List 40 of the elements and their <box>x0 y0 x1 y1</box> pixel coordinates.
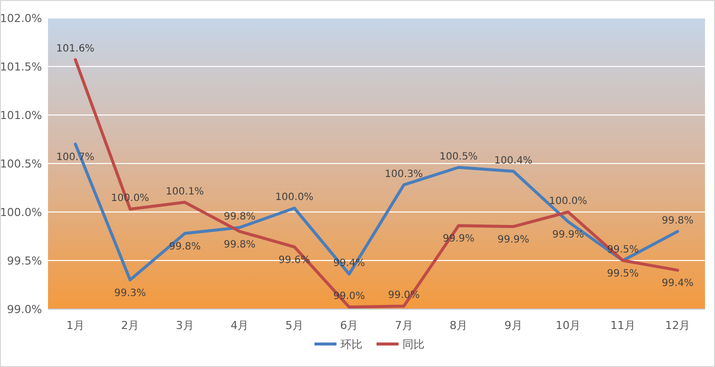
x-tick-label: 3月 <box>176 319 194 332</box>
data-label: 99.9% <box>497 234 530 246</box>
data-label: 100.3% <box>384 168 423 180</box>
data-label: 99.8% <box>224 239 256 250</box>
y-tick-label: 100.0% <box>0 206 42 219</box>
data-label: 101.6% <box>56 44 94 55</box>
x-tick-label: 5月 <box>285 319 304 332</box>
data-label: 99.0% <box>388 290 420 302</box>
x-tick-label: 12月 <box>665 319 690 332</box>
x-tick-label: 10月 <box>556 319 581 332</box>
data-label: 99.8% <box>168 241 201 252</box>
x-tick-label: 8月 <box>450 319 468 332</box>
x-tick-label: 9月 <box>504 319 522 332</box>
data-label: 100.5% <box>440 151 478 162</box>
data-label: 99.9% <box>442 234 475 245</box>
x-tick-label: 4月 <box>230 319 249 332</box>
y-tick-label: 101.5% <box>0 60 42 74</box>
legend-label: 环比 <box>340 338 362 351</box>
data-label: 99.8% <box>662 215 694 226</box>
data-label: 99.9% <box>552 230 584 241</box>
data-label: 99.4% <box>662 278 694 290</box>
y-tick-label: 99.0% <box>7 303 42 316</box>
data-label: 100.1% <box>166 186 204 198</box>
data-label: 99.3% <box>114 288 146 299</box>
data-label: 100.0% <box>275 192 314 204</box>
y-tick-label: 102.0% <box>0 12 42 25</box>
data-label: 99.5% <box>606 244 639 256</box>
legend-label: 同比 <box>402 338 424 351</box>
x-tick-label: 11月 <box>610 319 636 332</box>
y-tick-label: 100.5% <box>0 158 42 170</box>
data-label: 99.8% <box>224 212 256 223</box>
data-label: 99.5% <box>606 268 639 280</box>
y-tick-label: 99.5% <box>7 254 42 268</box>
x-tick-label: 6月 <box>340 319 358 332</box>
x-tick-label: 7月 <box>394 319 413 332</box>
y-tick-label: 101.0% <box>0 109 42 122</box>
x-tick-label: 1月 <box>66 319 84 332</box>
data-label: 100.0% <box>549 196 588 207</box>
x-tick-label: 2月 <box>121 319 140 332</box>
data-label: 99.0% <box>333 291 366 302</box>
